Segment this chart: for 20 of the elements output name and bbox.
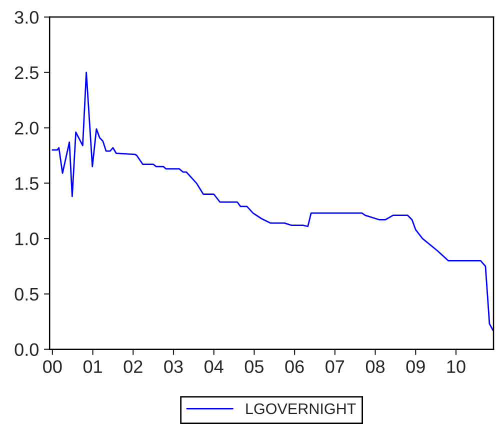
x-tick-label: 08 [366, 360, 385, 373]
y-tick-label: 0.5 [14, 288, 38, 301]
x-tick-label: 06 [285, 360, 304, 373]
y-tick-label: 2.0 [14, 122, 38, 135]
legend-label: LGOVERNIGHT [246, 403, 356, 414]
x-tick-label: 09 [406, 360, 425, 373]
y-tick-label: 1.5 [15, 177, 38, 190]
x-tick-label: 10 [447, 360, 466, 373]
y-tick-label: 2.5 [14, 66, 38, 80]
x-tick-label: 03 [164, 360, 183, 373]
y-tick-label: 3.0 [14, 10, 38, 24]
x-tick-label: 07 [326, 360, 344, 373]
x-tick-label: 01 [83, 360, 102, 373]
x-tick-label: 04 [204, 360, 224, 373]
line-series [52, 72, 494, 332]
x-tick-label: 00 [43, 360, 62, 373]
x-tick-label: 05 [244, 360, 264, 373]
y-tick-label: 0.0 [14, 343, 38, 356]
y-tick-label: 1.0 [15, 232, 38, 246]
x-tick-label: 02 [124, 360, 142, 373]
